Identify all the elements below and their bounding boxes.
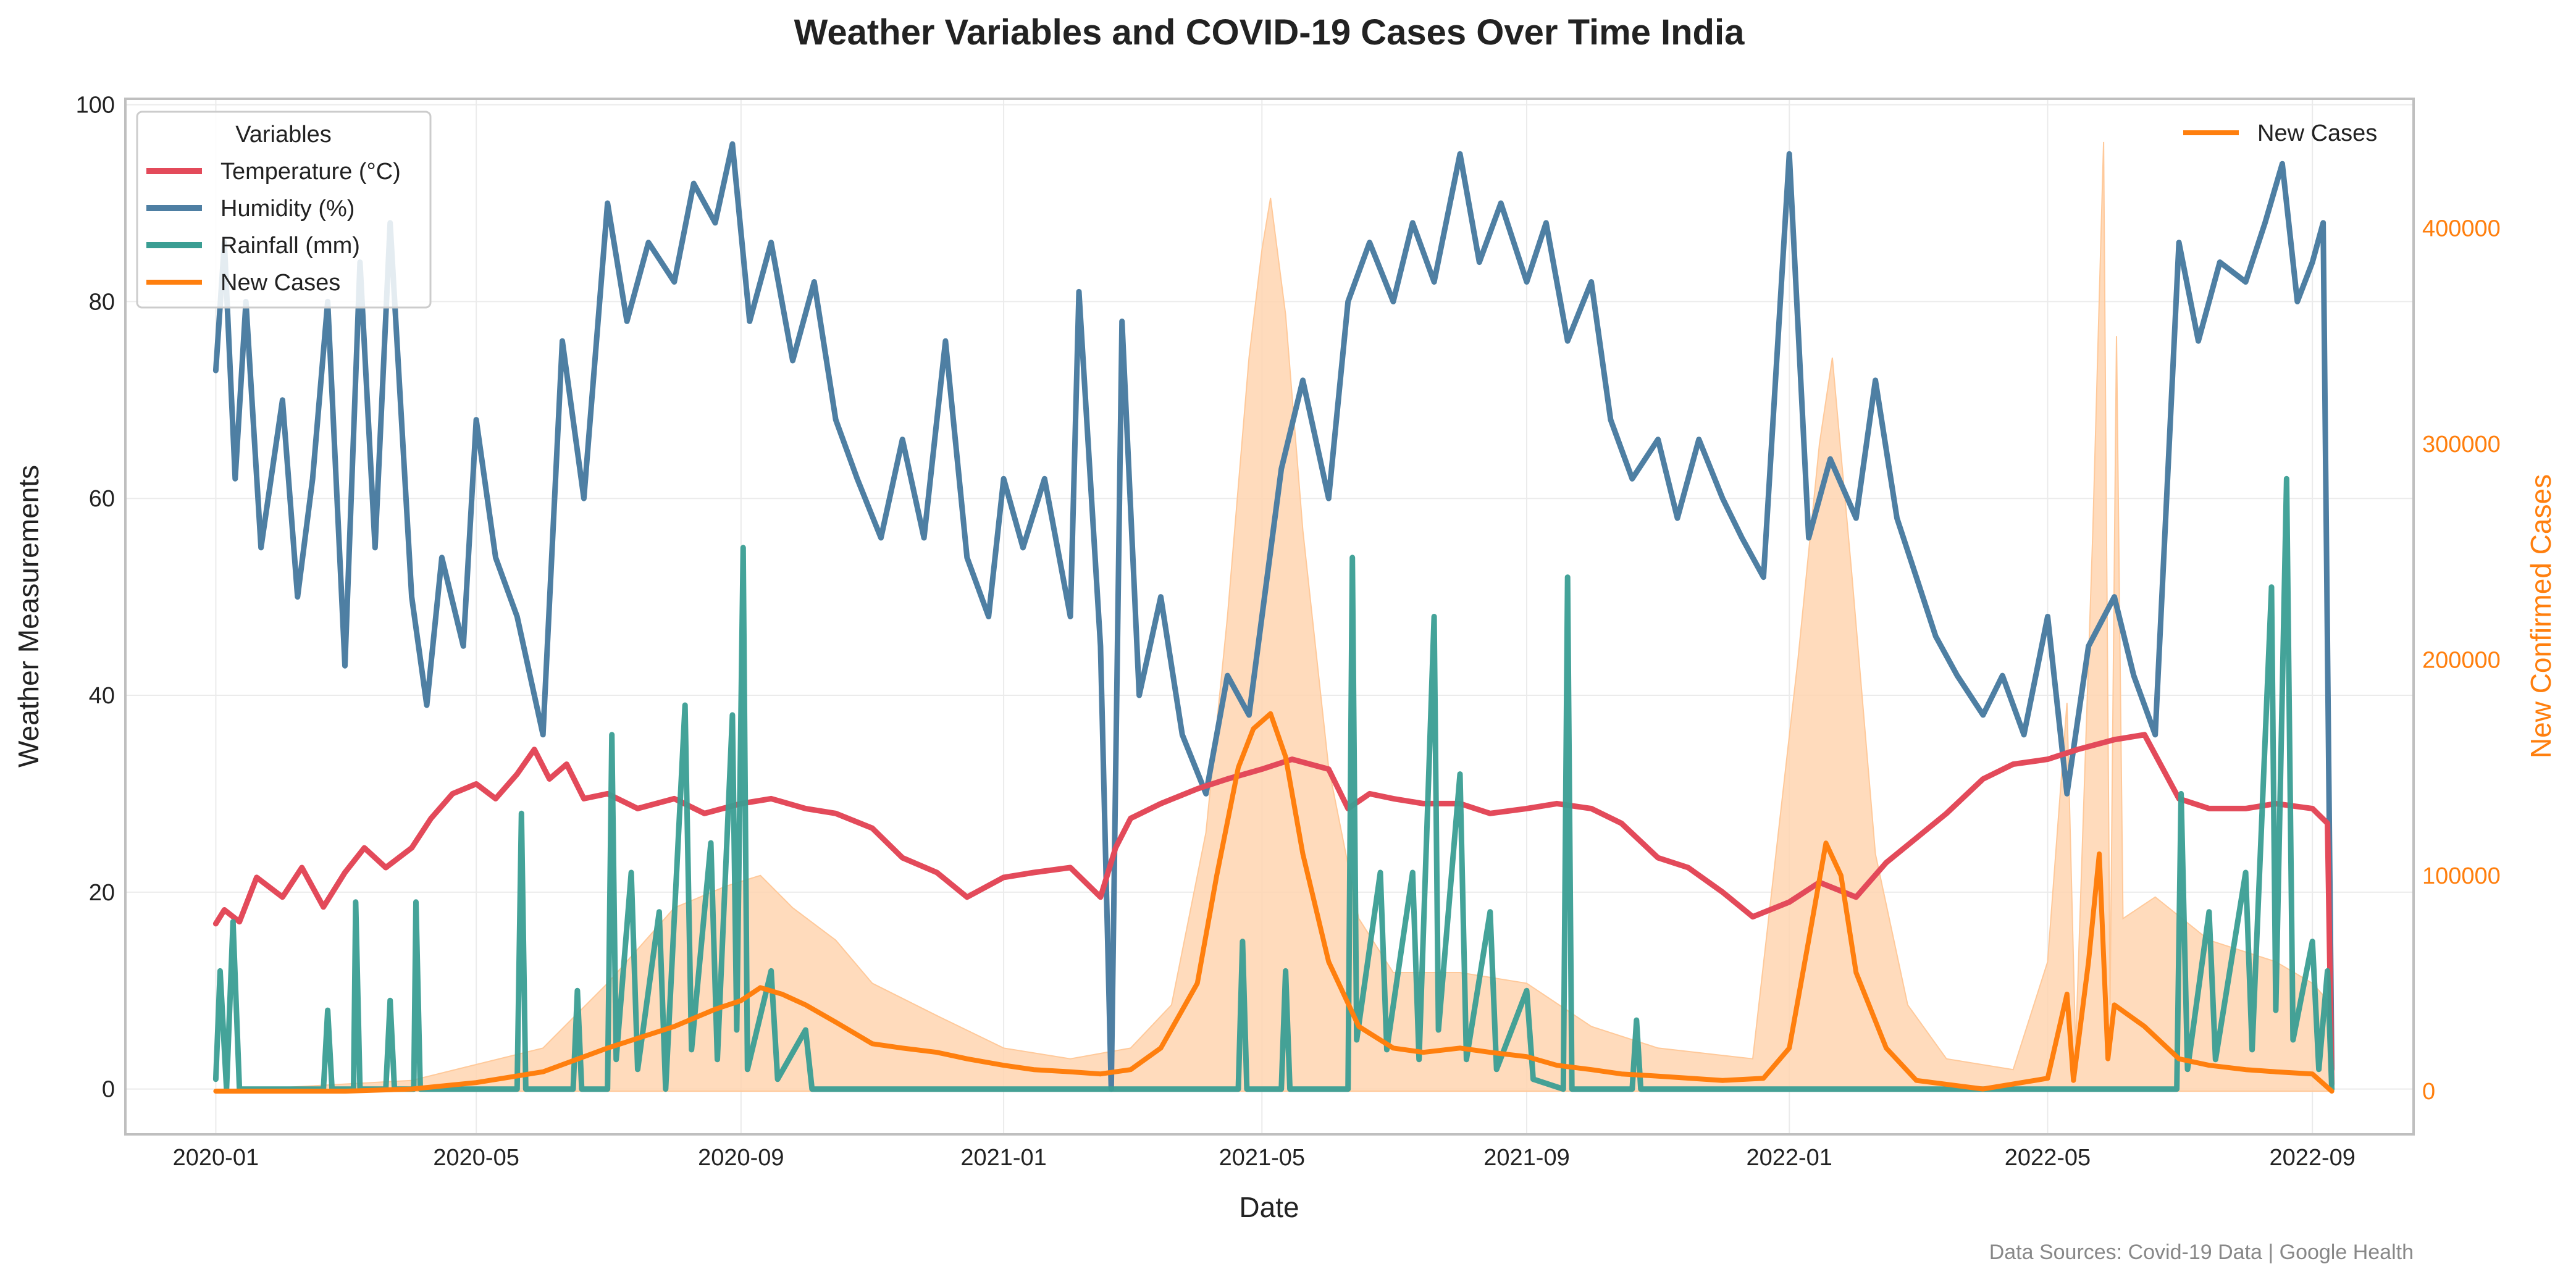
y-right-tick-label: 200000 [2422, 647, 2501, 673]
new-cases-band [216, 141, 2333, 1092]
legend-left: Variables Temperature (°C) Humidity (%) … [136, 111, 432, 309]
x-tick-label: 2021-01 [960, 1145, 1046, 1171]
x-tick-label: 2022-09 [2269, 1145, 2355, 1171]
y-left-tick-label: 20 [89, 880, 115, 906]
y-axis-left-ticks: 0 20 40 60 80 100 [76, 93, 115, 1103]
y-right-tick-label: 300000 [2422, 432, 2501, 458]
x-tick-label: 2021-09 [1483, 1145, 1569, 1171]
new-cases-band-area [216, 141, 2333, 1092]
y-right-tick-label: 100000 [2422, 863, 2501, 889]
x-tick-label: 2020-01 [173, 1145, 259, 1171]
y-left-tick-label: 0 [102, 1077, 115, 1103]
x-tick-label: 2021-05 [1219, 1145, 1305, 1171]
chart-title: Weather Variables and COVID-19 Cases Ove… [794, 12, 1745, 52]
x-tick-label: 2022-05 [2005, 1145, 2091, 1171]
y-left-tick-label: 80 [89, 289, 115, 315]
y-left-tick-label: 40 [89, 683, 115, 709]
legend-right: New Cases [2183, 120, 2377, 146]
legend-left-box [136, 111, 432, 309]
humidity-line [212, 141, 2335, 1092]
x-tick-label: 2020-09 [698, 1145, 784, 1171]
x-tick-label: 2022-01 [1746, 1145, 1832, 1171]
y-right-tick-label: 0 [2422, 1079, 2435, 1105]
x-tick-label: 2020-05 [433, 1145, 519, 1171]
plot-frame [124, 98, 2415, 1136]
legend-label-humidity: Humidity (%) [220, 196, 355, 222]
y-axis-left-label: Weather Measurements [12, 465, 44, 768]
y-axis-right-ticks: 0 100000 200000 300000 400000 [2422, 216, 2501, 1105]
legend-label-temperature: Temperature (°C) [220, 159, 401, 185]
legend-right-label-new-cases: New Cases [2257, 120, 2377, 146]
new-cases-line [213, 711, 2335, 1094]
data-source-footer: Data Sources: Covid-19 Data | Google Hea… [1989, 1241, 2414, 1264]
series-lines [212, 141, 2335, 1094]
legend-label-new-cases: New Cases [220, 270, 340, 296]
y-right-tick-label: 400000 [2422, 216, 2501, 242]
x-axis-label: Date [1239, 1191, 1299, 1223]
y-axis-right-label: New Confirmed Cases [2525, 474, 2557, 758]
y-left-tick-label: 100 [76, 93, 115, 119]
y-left-tick-label: 60 [89, 486, 115, 512]
temperature-line [212, 732, 2335, 1087]
legend-label-rainfall: Rainfall (mm) [220, 233, 360, 259]
x-axis-ticks: 2020-01 2020-05 2020-09 2021-01 2021-05 2021-… [173, 1145, 2356, 1171]
legend-left-title: Variables [235, 122, 332, 148]
